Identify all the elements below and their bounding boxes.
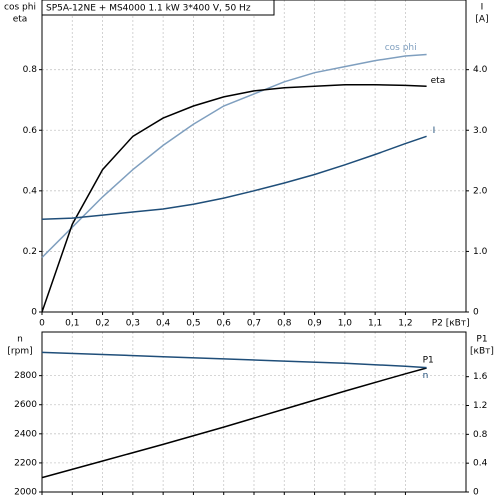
y2-tick-label: 1.6 xyxy=(473,372,488,382)
chart-title: SP5A-12NE + MS4000 1.1 kW 3*400 V, 50 Hz xyxy=(46,4,251,14)
series-line xyxy=(41,351,427,369)
series-line xyxy=(41,53,427,259)
y-axis-label: n xyxy=(17,335,23,345)
y-tick-label: 2800 xyxy=(14,371,37,381)
y-tick-label: 0.2 xyxy=(23,247,37,257)
y2-tick-label: 0.4 xyxy=(473,459,488,469)
series-label: n xyxy=(423,371,429,381)
y2-tick-label: 1.0 xyxy=(473,247,488,257)
plot-frame xyxy=(41,331,467,493)
x-tick-label: 0,4 xyxy=(156,319,171,329)
series-line xyxy=(41,84,427,313)
y2-tick-label: 0 xyxy=(473,488,479,498)
y2-tick-label: 0.8 xyxy=(473,430,488,440)
y2-axis-label: [A] xyxy=(475,15,488,25)
x-tick-label: 0,8 xyxy=(277,319,292,329)
x-tick-label: 0,7 xyxy=(247,319,261,329)
y-tick-label: 0.4 xyxy=(23,186,38,196)
y-tick-label: 2200 xyxy=(14,458,37,468)
x-tick-label: 0,9 xyxy=(307,319,322,329)
x-tick-label: 1,1 xyxy=(368,319,382,329)
series-label: P1 xyxy=(423,356,434,366)
y-axis-label: [rpm] xyxy=(7,347,32,357)
x-tick-label: 0,3 xyxy=(126,319,140,329)
y-tick-label: 2000 xyxy=(14,488,37,498)
series-label: I xyxy=(433,126,436,136)
y-tick-label: 0.6 xyxy=(23,126,38,136)
x-tick-label: 0 xyxy=(39,319,45,329)
x-axis-label: P2 [кВт] xyxy=(432,319,470,329)
y2-axis-label: P1 xyxy=(476,335,487,345)
series-label: cos phi xyxy=(385,43,417,53)
y-tick-label: 2400 xyxy=(14,429,37,439)
series-line xyxy=(41,135,427,221)
y2-tick-label: 1.2 xyxy=(473,401,487,411)
y2-tick-label: 3.0 xyxy=(473,126,488,136)
x-tick-label: 1,2 xyxy=(398,319,412,329)
x-tick-label: 0,5 xyxy=(186,319,200,329)
y-axis-label: cos phi xyxy=(4,3,36,13)
series-label: eta xyxy=(431,76,446,86)
x-tick-label: 0,2 xyxy=(95,319,109,329)
x-tick-label: 0,6 xyxy=(217,319,232,329)
title-box xyxy=(41,0,275,16)
series-line xyxy=(41,367,427,479)
y-axis-label: eta xyxy=(13,15,28,25)
x-tick-label: 1,0 xyxy=(338,319,353,329)
y2-axis-label: [кВт] xyxy=(470,347,494,357)
x-tick-label: 0,1 xyxy=(65,319,79,329)
y-tick-label: 0.8 xyxy=(23,65,38,75)
y2-axis-label: I xyxy=(481,3,484,13)
plot-frame xyxy=(41,0,467,313)
y-tick-label: 2600 xyxy=(14,400,37,410)
y2-tick-label: 0 xyxy=(473,308,479,318)
y2-tick-label: 4.0 xyxy=(473,65,488,75)
y-tick-label: 0 xyxy=(31,308,37,318)
y2-tick-label: 2.0 xyxy=(473,186,488,196)
